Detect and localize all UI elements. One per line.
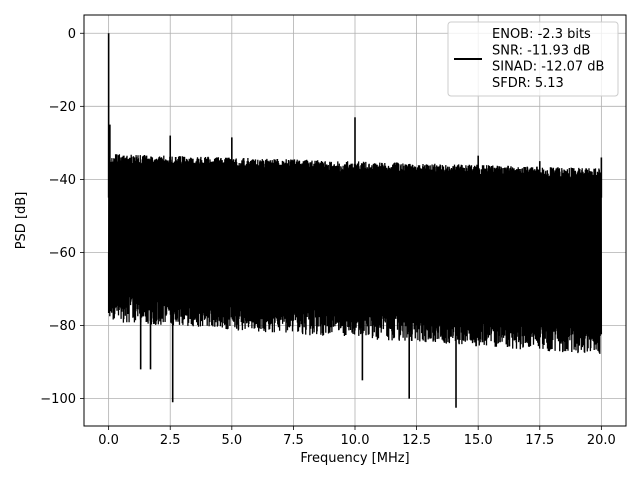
y-tick-label: −100: [40, 392, 76, 407]
x-tick-label: 10.0: [341, 433, 370, 448]
x-tick-label: 12.5: [402, 433, 431, 448]
ticks: 0.0 2.5 5.0 7.5 10.0 12.5 15.0 17.5 20.0 0 −20 −40 −…: [40, 27, 616, 448]
legend-sinad: SINAD: -12.07 dB: [492, 60, 604, 75]
legend-enob: ENOB: -2.3 bits: [492, 27, 591, 42]
x-tick-label: 2.5: [160, 433, 181, 448]
y-tick-label: −40: [49, 173, 76, 188]
x-tick-label: 5.0: [221, 433, 242, 448]
x-tick-label: 7.5: [283, 433, 304, 448]
y-tick-label: −80: [49, 319, 76, 334]
x-tick-label: 20.0: [587, 433, 616, 448]
y-axis-label: PSD [dB]: [14, 192, 29, 250]
legend-box: [447, 21, 619, 97]
legend-snr: SNR: -11.93 dB: [492, 43, 590, 58]
y-tick-label: 0: [68, 27, 76, 42]
x-axis-label: Frequency [MHz]: [300, 451, 409, 466]
data-layer: [107, 33, 603, 408]
legend: ENOB: -2.3 bits SNR: -11.93 dB SINAD: -1…: [447, 21, 619, 97]
y-tick-label: −20: [49, 100, 76, 115]
psd-noise-trace: [107, 154, 603, 354]
x-tick-label: 17.5: [525, 433, 554, 448]
legend-sfdr: SFDR: 5.13: [492, 76, 564, 91]
x-tick-label: 0.0: [98, 433, 119, 448]
x-tick-label: 15.0: [464, 433, 493, 448]
y-tick-label: −60: [49, 246, 76, 261]
